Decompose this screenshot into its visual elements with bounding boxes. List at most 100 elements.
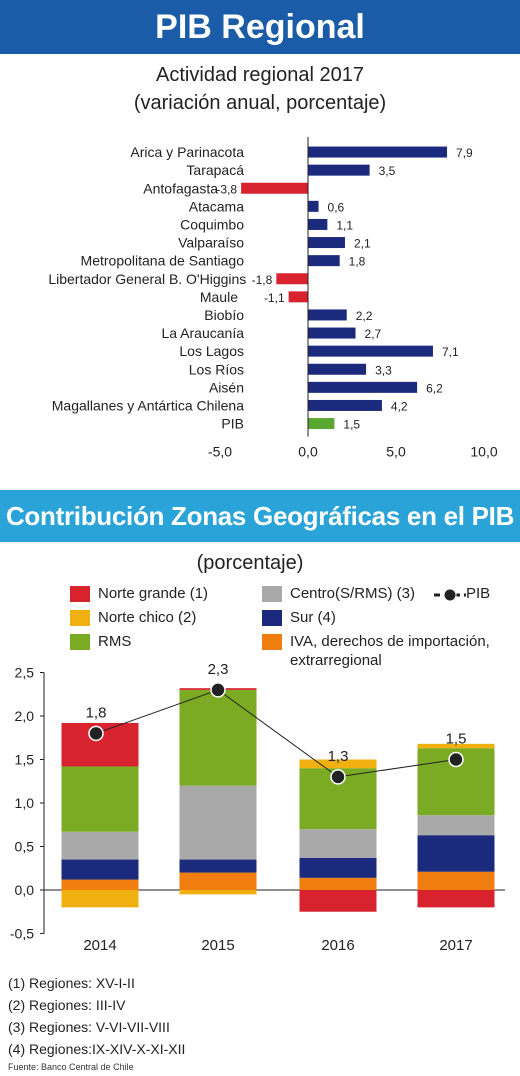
footnote-2: (2) Regiones: III-IV xyxy=(8,997,126,1013)
legend-label-2: RMS xyxy=(98,633,132,650)
y-tick-label-4: 1,5 xyxy=(15,752,35,768)
value-label-13: 6,2 xyxy=(426,381,443,395)
value-label-10: 2,7 xyxy=(365,327,382,341)
x-tick-label-3: 10,0 xyxy=(470,444,497,460)
footnote-4: (4) Regiones:IX-XIV-X-XI-XII xyxy=(8,1041,186,1057)
bar-15 xyxy=(308,418,335,430)
bar-3 xyxy=(308,200,319,212)
legend-swatch-4 xyxy=(262,610,282,626)
category-label-15: PIB xyxy=(221,416,244,432)
y-tick-label-5: 2,0 xyxy=(15,708,35,724)
value-label-2: -3,8 xyxy=(216,182,237,196)
legend-label-4: Sur (4) xyxy=(290,609,336,626)
bar-2015-iva xyxy=(179,872,257,890)
value-label-12: 3,3 xyxy=(375,363,392,377)
category-label-12: Los Ríos xyxy=(189,361,244,377)
bar-12 xyxy=(308,363,367,375)
bar-11 xyxy=(308,345,433,357)
bar-neg-2017-norte xyxy=(417,890,495,908)
chart1-title: Actividad regional 2017 xyxy=(156,64,364,86)
legend-swatch-2 xyxy=(70,634,90,650)
bar-2014-centrosrms xyxy=(61,831,139,860)
bar-2 xyxy=(241,182,308,194)
x-tick-label-1: 0,0 xyxy=(298,444,318,460)
x-tick-label-2: 5,0 xyxy=(386,444,406,460)
legend-pib-label: PIB xyxy=(466,585,491,602)
bar-6 xyxy=(308,255,340,267)
bar-2015-centrosrms xyxy=(179,785,257,860)
legend-label-5-line2: extrarregional xyxy=(290,652,382,669)
legend-label-1: Norte chico (2) xyxy=(98,609,197,626)
legend-pib-marker xyxy=(443,588,457,602)
bar-1 xyxy=(308,164,370,176)
category-label-13: Aisén xyxy=(209,379,244,395)
page-title-banner: PIB Regional xyxy=(0,0,520,54)
bar-2017-iva xyxy=(417,871,495,890)
pib-value-label-3: 1,5 xyxy=(446,731,467,748)
pib-value-label-0: 1,8 xyxy=(86,704,107,721)
bar-2014-iva xyxy=(61,879,139,890)
zone-contribution-chart: -0,5 0,0 0,5 1,0 1,5 2,0 2,5 2014 2015 2016 2017 1,… xyxy=(10,661,505,954)
bar-2014-sur xyxy=(61,859,139,880)
category-label-9: Biobío xyxy=(204,307,244,323)
y-tick-label-0: -0,5 xyxy=(10,926,34,942)
bar-0 xyxy=(308,146,448,158)
bar-2016-centrosrms xyxy=(299,829,377,858)
chart1-subtitle: (variación anual, porcentaje) xyxy=(133,92,387,114)
bar-8 xyxy=(288,291,308,303)
category-label-8: Maule xyxy=(200,289,238,305)
x-tick-label-1: 2015 xyxy=(201,937,234,954)
bar-2015-sur xyxy=(179,859,257,873)
x-tick-label-2: 2016 xyxy=(321,937,354,954)
bar-neg-2016-norte xyxy=(299,890,377,912)
y-tick-label-2: 0,5 xyxy=(15,839,35,855)
pib-marker-1 xyxy=(210,682,226,698)
bar-5 xyxy=(308,237,345,249)
value-label-8: -1,1 xyxy=(264,291,285,305)
pib-value-label-1: 2,3 xyxy=(208,661,229,678)
footnote-1: (1) Regiones: XV-I-II xyxy=(8,975,135,991)
category-label-2: Antofagasta xyxy=(143,180,218,196)
value-label-11: 7,1 xyxy=(442,345,459,359)
x-tick-label-0: 2014 xyxy=(83,937,116,954)
legend-label-0: Norte grande (1) xyxy=(98,585,209,602)
section-title-banner: Contribución Zonas Geográficas en el PIB xyxy=(0,490,520,542)
category-label-14: Magallanes y Antártica Chilena xyxy=(52,397,244,413)
category-label-3: Atacama xyxy=(189,198,244,214)
bar-neg-2014-norte xyxy=(61,890,139,908)
category-label-4: Coquimbo xyxy=(180,216,244,232)
y-tick-label-6: 2,5 xyxy=(15,665,35,681)
chart2-subtitle: (porcentaje) xyxy=(196,552,304,574)
category-label-11: Los Lagos xyxy=(179,343,244,359)
pib-marker-2 xyxy=(330,769,346,785)
value-label-4: 1,1 xyxy=(336,218,353,232)
bar-9 xyxy=(308,309,347,321)
legend-pib-line-icon xyxy=(434,588,466,602)
bar-14 xyxy=(308,399,382,411)
legend-label-5: IVA, derechos de importación, xyxy=(290,633,490,650)
y-tick-label-3: 1,0 xyxy=(15,795,35,811)
value-label-3: 0,6 xyxy=(328,200,345,214)
value-label-15: 1,5 xyxy=(343,418,360,432)
bar-10 xyxy=(308,327,356,339)
legend-swatch-5 xyxy=(262,634,282,650)
value-label-1: 3,5 xyxy=(379,164,396,178)
bar-2015-rms xyxy=(179,689,257,786)
legend-swatch-3 xyxy=(262,586,282,602)
category-label-0: Arica y Parinacota xyxy=(130,144,244,160)
pib-line xyxy=(95,689,457,778)
category-label-10: La Araucanía xyxy=(161,325,244,341)
regional-activity-chart: Arica y Parinacota 7,9 Tarapacá 3,5 Antofaga… xyxy=(48,137,498,460)
bar-2017-norte xyxy=(417,743,495,749)
legend-swatch-1 xyxy=(70,610,90,626)
value-label-5: 2,1 xyxy=(354,237,371,251)
bar-13 xyxy=(308,381,418,393)
value-label-9: 2,2 xyxy=(356,309,373,323)
value-label-7: -1,8 xyxy=(252,273,273,287)
x-tick-label-0: -5,0 xyxy=(208,444,232,460)
bar-neg-2015-norte xyxy=(179,890,257,895)
bar-7 xyxy=(276,273,308,285)
pib-value-label-2: 1,3 xyxy=(328,748,349,765)
bar-2016-norte xyxy=(299,759,377,769)
category-label-7: Libertador General B. O'Higgins xyxy=(48,271,246,287)
